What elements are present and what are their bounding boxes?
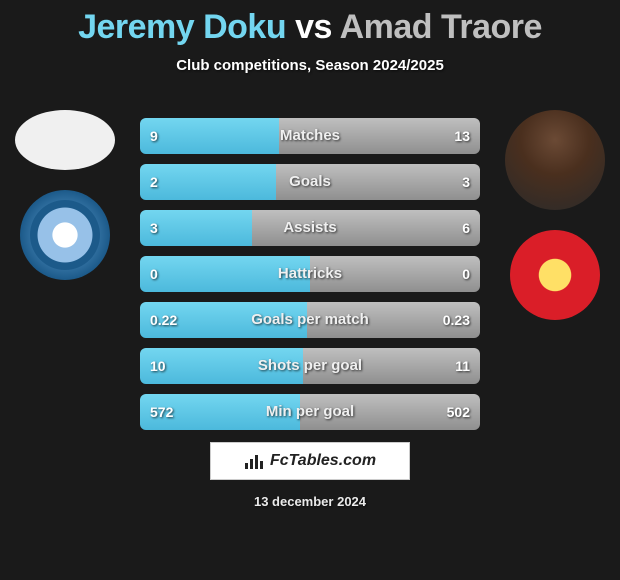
stat-label: Goals per match — [140, 302, 480, 338]
player2-avatar — [505, 110, 605, 210]
stat-row: 0.220.23Goals per match — [140, 302, 480, 338]
player1-avatar — [15, 110, 115, 170]
footer-brand-text: FcTables.com — [270, 452, 376, 470]
stat-label: Min per goal — [140, 394, 480, 430]
player1-name: Jeremy Doku — [78, 8, 286, 46]
stat-label: Matches — [140, 118, 480, 154]
club-badge-right — [510, 230, 600, 320]
stat-row: 572502Min per goal — [140, 394, 480, 430]
comparison-title: Jeremy Doku vs Amad Traore — [0, 0, 620, 47]
subtitle: Club competitions, Season 2024/2025 — [0, 57, 620, 74]
stat-row: 1011Shots per goal — [140, 348, 480, 384]
stats-container: 913Matches 23Goals 36Assists 00Hattricks 0.2… — [140, 118, 480, 440]
stat-row: 913Matches — [140, 118, 480, 154]
stat-label: Hattricks — [140, 256, 480, 292]
footer-date: 13 december 2024 — [0, 494, 620, 509]
stat-row: 36Assists — [140, 210, 480, 246]
stat-label: Goals — [140, 164, 480, 200]
left-column — [10, 110, 120, 280]
stat-label: Shots per goal — [140, 348, 480, 384]
right-column — [500, 110, 610, 320]
stat-row: 23Goals — [140, 164, 480, 200]
vs-word: vs — [295, 8, 332, 46]
club-badge-left — [20, 190, 110, 280]
player2-name: Amad Traore — [340, 8, 542, 46]
stat-row: 00Hattricks — [140, 256, 480, 292]
stat-label: Assists — [140, 210, 480, 246]
footer-brand: FcTables.com — [210, 442, 410, 480]
chart-icon — [244, 453, 264, 469]
